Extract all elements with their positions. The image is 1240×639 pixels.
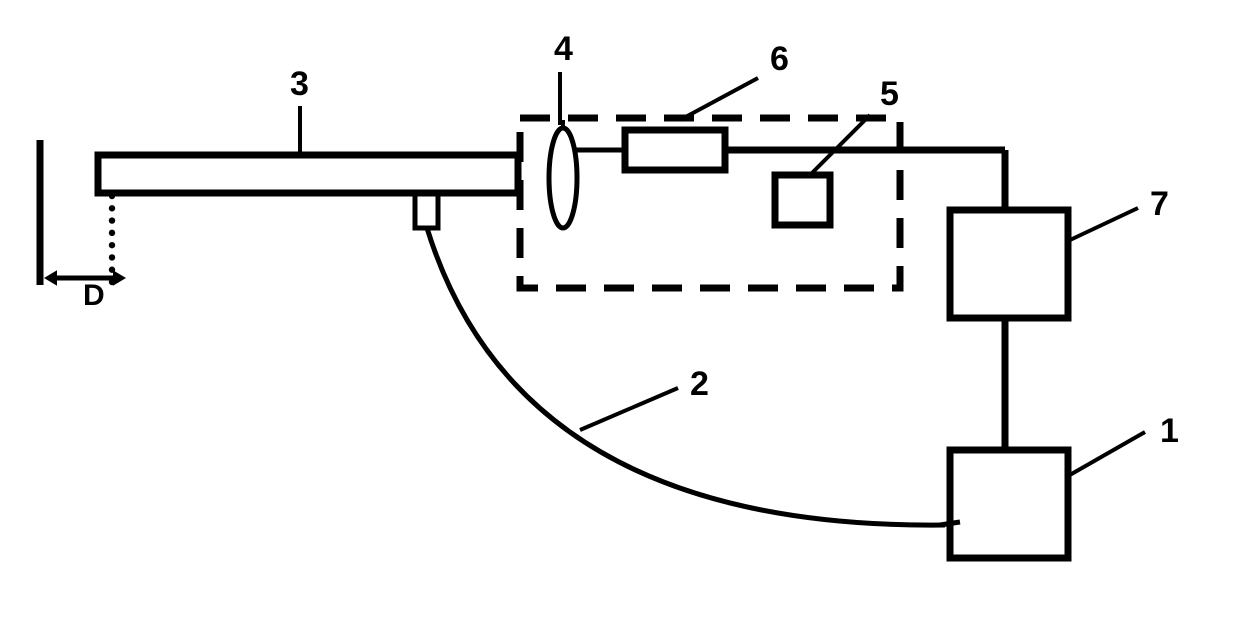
label-l6: 6 <box>770 40 789 78</box>
label-l7: 7 <box>1150 185 1169 223</box>
label-D: D <box>83 279 105 312</box>
fiber-2-end <box>940 522 960 525</box>
label-l2: 2 <box>690 365 709 403</box>
label-l4: 4 <box>554 30 573 68</box>
label-l3: 3 <box>290 65 309 103</box>
label-l5: 5 <box>880 75 899 113</box>
label-l1: 1 <box>1160 412 1179 450</box>
